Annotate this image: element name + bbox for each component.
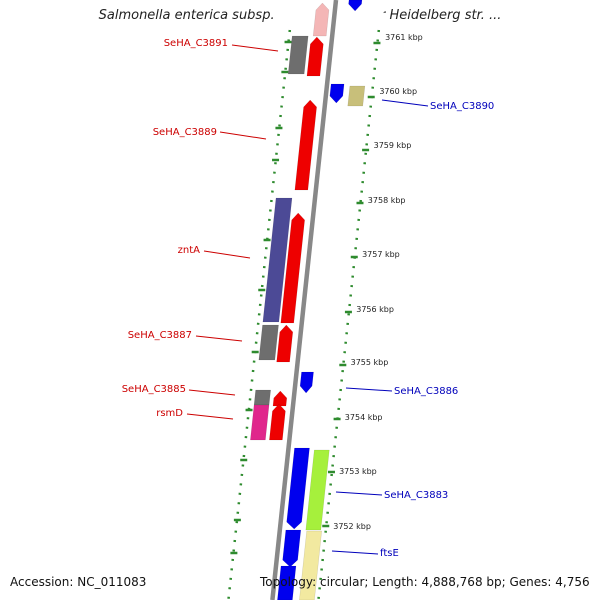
gene-label-leader: [219, 131, 267, 140]
reverse-dotted-ring: [317, 29, 381, 600]
gene-feature[interactable]: [347, 85, 366, 107]
gene-label[interactable]: SeHA_C3885: [122, 384, 186, 395]
gene-feature[interactable]: [272, 390, 288, 407]
gene-label[interactable]: rsmD: [156, 408, 183, 419]
kbp-tick-label: 3761 kbp: [385, 33, 423, 42]
gene-feature[interactable]: [312, 2, 330, 37]
gene-feature[interactable]: [258, 324, 279, 361]
kbp-tick-label: 3757 kbp: [362, 250, 400, 259]
gene-feature[interactable]: [348, 0, 363, 12]
gene-feature[interactable]: [280, 212, 305, 324]
gene-label-leader: [331, 550, 379, 555]
summary-text: Topology: circular; Length: 4,888,768 bp…: [260, 575, 590, 589]
gene-label[interactable]: SeHA_C3887: [128, 330, 192, 341]
accession-text: Accession: NC_011083: [10, 575, 147, 589]
gene-feature[interactable]: [277, 565, 297, 600]
gene-label[interactable]: SeHA_C3889: [153, 127, 217, 138]
kbp-tick-label: 3758 kbp: [368, 196, 406, 205]
gene-label[interactable]: zntA: [178, 245, 201, 256]
gene-label[interactable]: SeHA_C3886: [394, 386, 458, 397]
kbp-tick-label: 3756 kbp: [356, 305, 394, 314]
gene-feature[interactable]: [294, 99, 317, 191]
gene-label[interactable]: SeHA_C3891: [164, 38, 228, 49]
gene-feature[interactable]: [276, 324, 294, 363]
gene-label-leader: [345, 387, 393, 392]
gene-feature[interactable]: [269, 403, 286, 441]
gene-feature[interactable]: [287, 35, 309, 75]
gene-label-leader: [188, 389, 236, 396]
kbp-tick-label: 3754 kbp: [345, 413, 383, 422]
gene-feature[interactable]: [299, 530, 322, 600]
gene-feature[interactable]: [329, 83, 345, 104]
kbp-tick-label: 3759 kbp: [374, 141, 412, 150]
gene-label[interactable]: SeHA_C3890: [430, 101, 494, 112]
gene-label-leader: [203, 250, 251, 259]
gene-feature[interactable]: [282, 529, 302, 568]
gene-feature[interactable]: [306, 36, 324, 77]
gene-feature[interactable]: [286, 447, 310, 530]
gene-feature[interactable]: [299, 371, 314, 394]
gene-label-leader: [231, 44, 279, 52]
gene-label-leader: [335, 491, 383, 496]
gene-label-leader: [381, 99, 429, 107]
gene-label[interactable]: ftsE: [380, 548, 399, 559]
gene-label[interactable]: SeHA_C3883: [384, 490, 448, 501]
kbp-tick-label: 3752 kbp: [333, 522, 371, 531]
kbp-tick-label: 3753 kbp: [339, 467, 377, 476]
gene-label-leader: [186, 413, 234, 420]
backbone-line: [270, 0, 339, 600]
gene-feature[interactable]: [262, 197, 293, 323]
forward-dotted-ring: [227, 29, 292, 600]
gene-feature[interactable]: [305, 449, 330, 531]
kbp-tick-label: 3760 kbp: [379, 87, 417, 96]
kbp-tick-label: 3755 kbp: [351, 358, 389, 367]
gene-feature[interactable]: [253, 389, 271, 406]
map-band: [215, 0, 385, 600]
gene-feature[interactable]: [250, 404, 270, 441]
gene-label-leader: [195, 335, 243, 342]
